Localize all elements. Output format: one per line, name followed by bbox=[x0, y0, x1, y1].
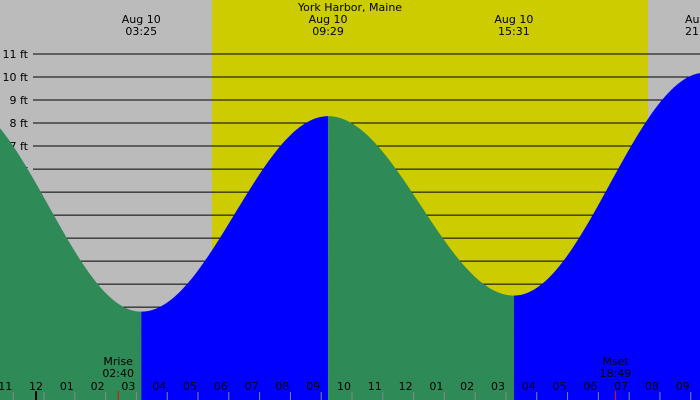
x-tick-label: 06 bbox=[583, 380, 597, 393]
y-tick-label: 10 ft bbox=[3, 71, 29, 84]
event-time: 03:25 bbox=[125, 25, 157, 38]
y-tick-label: 8 ft bbox=[10, 117, 29, 130]
event-date: Aug 10 bbox=[309, 13, 348, 26]
x-tick-label: 04 bbox=[152, 380, 166, 393]
event-time: 15:31 bbox=[498, 25, 530, 38]
x-tick-label: 05 bbox=[553, 380, 567, 393]
x-tick-label: 03 bbox=[491, 380, 505, 393]
x-tick-label: 11 bbox=[368, 380, 382, 393]
moon-time: 02:40 bbox=[102, 367, 134, 380]
event-time: 21 bbox=[685, 25, 699, 38]
y-tick-label: 9 ft bbox=[10, 94, 29, 107]
y-tick-label: 11 ft bbox=[3, 48, 29, 61]
event-time: 09:29 bbox=[312, 25, 344, 38]
x-tick-label: 01 bbox=[429, 380, 443, 393]
moon-label: Mrise bbox=[103, 355, 133, 368]
moon-label: Mset bbox=[602, 355, 629, 368]
x-tick-label: 11 bbox=[0, 380, 12, 393]
falling-tide bbox=[0, 128, 142, 400]
event-date: Aug 10 bbox=[122, 13, 161, 26]
rising-tide bbox=[141, 116, 329, 400]
x-tick-label: 01 bbox=[60, 380, 74, 393]
x-tick-label: 02 bbox=[460, 380, 474, 393]
rising-tide bbox=[513, 72, 700, 400]
x-tick-label: 05 bbox=[183, 380, 197, 393]
x-tick-label: 09 bbox=[676, 380, 690, 393]
event-date: Au bbox=[685, 13, 700, 26]
x-tick-label: 06 bbox=[214, 380, 228, 393]
x-tick-label: 12 bbox=[29, 380, 43, 393]
x-tick-label: 02 bbox=[91, 380, 105, 393]
x-tick-label: 10 bbox=[337, 380, 351, 393]
x-tick-label: 07 bbox=[614, 380, 628, 393]
x-tick-label: 07 bbox=[245, 380, 259, 393]
x-tick-label: 12 bbox=[399, 380, 413, 393]
falling-tide bbox=[328, 116, 514, 400]
event-date: Aug 10 bbox=[494, 13, 533, 26]
x-tick-label: 08 bbox=[645, 380, 659, 393]
chart-title: York Harbor, Maine bbox=[297, 1, 402, 14]
x-tick-label: 08 bbox=[275, 380, 289, 393]
x-tick-label: 03 bbox=[121, 380, 135, 393]
x-tick-label: 04 bbox=[522, 380, 536, 393]
x-tick-label: 09 bbox=[306, 380, 320, 393]
moon-time: 18:49 bbox=[600, 367, 632, 380]
